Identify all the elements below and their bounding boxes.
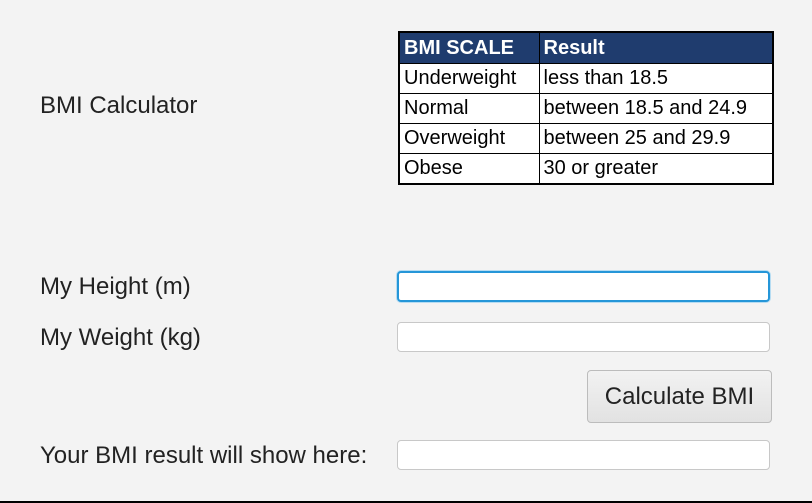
window-bottom-border (0, 501, 812, 503)
table-cell: 30 or greater (538, 153, 774, 185)
bmi-scale-table: BMI SCALE Result Underweight less than 1… (398, 31, 774, 185)
table-cell: Underweight (398, 63, 540, 94)
table-row: Obese 30 or greater (398, 153, 774, 185)
height-input[interactable] (397, 271, 770, 302)
table-row: Overweight between 25 and 29.9 (398, 123, 774, 154)
table-cell: Obese (398, 153, 540, 185)
table-cell: Overweight (398, 123, 540, 154)
weight-input[interactable] (397, 322, 770, 352)
table-cell: less than 18.5 (538, 63, 774, 94)
table-row: Underweight less than 18.5 (398, 63, 774, 94)
table-row: Normal between 18.5 and 24.9 (398, 93, 774, 124)
table-header-cell: Result (538, 31, 774, 64)
bmi-result-field[interactable] (397, 440, 770, 470)
calculate-bmi-button[interactable]: Calculate BMI (587, 370, 772, 423)
height-label: My Height (m) (40, 273, 191, 300)
result-label: Your BMI result will show here: (40, 442, 368, 469)
table-cell: between 18.5 and 24.9 (538, 93, 774, 124)
app-title: BMI Calculator (40, 92, 198, 119)
table-cell: Normal (398, 93, 540, 124)
table-cell: between 25 and 29.9 (538, 123, 774, 154)
table-header-cell: BMI SCALE (398, 31, 540, 64)
table-header-row: BMI SCALE Result (398, 31, 774, 64)
weight-label: My Weight (kg) (40, 324, 201, 351)
